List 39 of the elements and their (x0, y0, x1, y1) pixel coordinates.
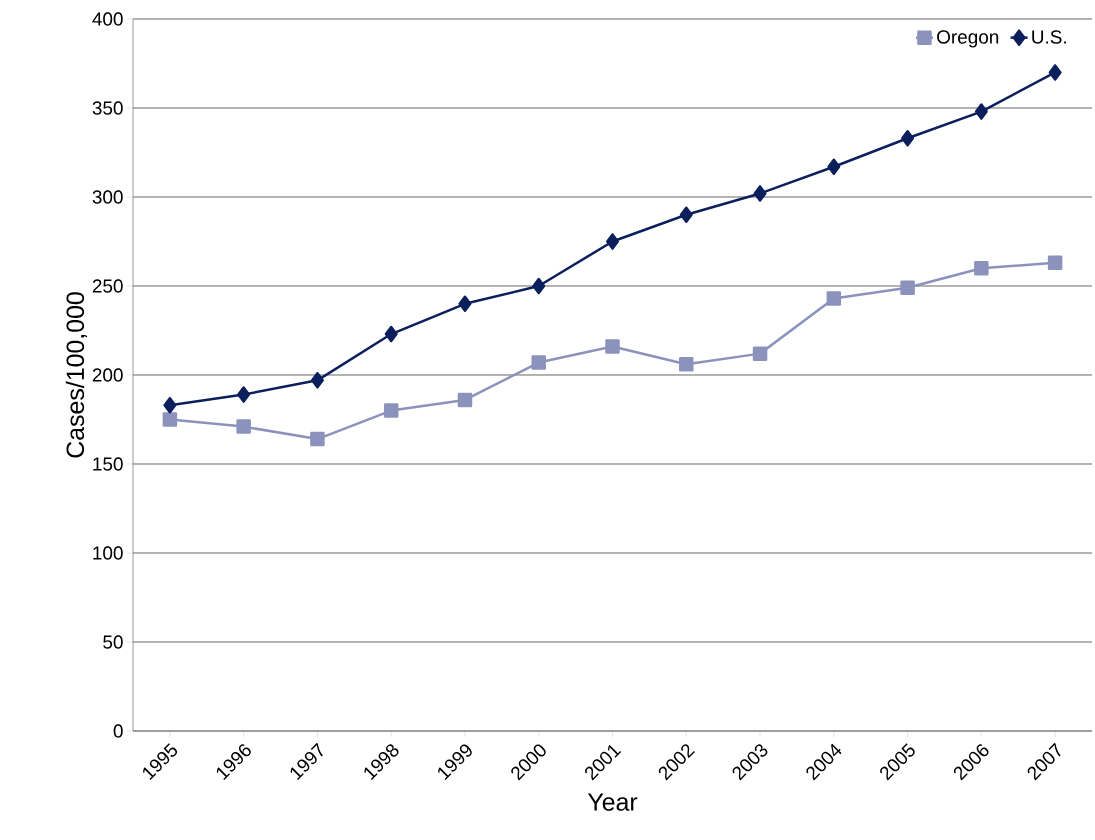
point (310, 372, 324, 389)
legend-label: U.S. (1032, 30, 1066, 44)
point (900, 280, 915, 296)
point (162, 412, 178, 427)
point (531, 355, 546, 370)
y-tick-label: 150 (93, 457, 123, 471)
y-tick-label: 100 (93, 546, 123, 560)
point (457, 392, 473, 408)
point (753, 185, 767, 202)
y-axis-title: Cases/100,000 (65, 292, 88, 458)
point (606, 233, 619, 250)
point (1048, 64, 1062, 81)
point (605, 339, 620, 354)
point (827, 158, 841, 175)
y-tick-label: 300 (92, 190, 123, 204)
y-tick-label: 350 (92, 101, 123, 115)
point (458, 295, 472, 313)
legend-label: Oregon (937, 30, 999, 48)
point (236, 419, 251, 434)
y-tick-label: 50 (103, 635, 123, 649)
point (1047, 255, 1063, 271)
point (163, 397, 177, 414)
point (974, 260, 989, 276)
point (679, 206, 693, 224)
y-tick-label: 200 (92, 368, 123, 382)
point (826, 291, 842, 306)
point (752, 346, 768, 361)
y-tick-label: 400 (92, 12, 123, 26)
point (384, 325, 398, 343)
y-tick-label: 250 (92, 279, 123, 293)
x-axis-title: Year (587, 793, 638, 811)
y-tick-label: 0 (113, 724, 123, 738)
point (532, 277, 546, 295)
point (679, 357, 694, 372)
point (901, 130, 915, 147)
point (974, 103, 988, 120)
point (383, 403, 399, 418)
point (310, 431, 325, 447)
point (237, 386, 251, 403)
